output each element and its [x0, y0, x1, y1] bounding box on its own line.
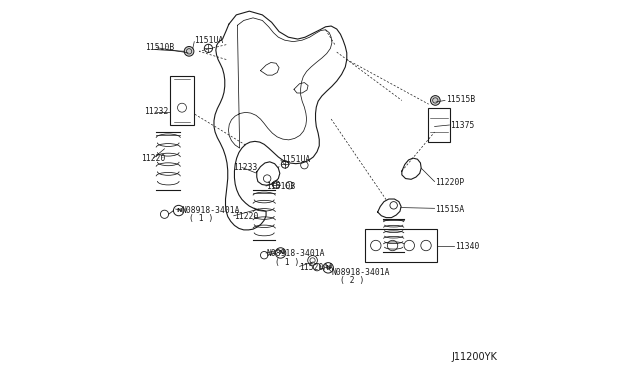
- Text: ( 1 ): ( 1 ): [189, 214, 213, 223]
- Text: 11515A: 11515A: [435, 205, 465, 214]
- Circle shape: [184, 46, 194, 56]
- Text: 11515B: 11515B: [445, 95, 475, 104]
- Text: N08918-3401A: N08918-3401A: [331, 268, 390, 277]
- Text: N: N: [176, 208, 181, 213]
- Bar: [428, 108, 450, 142]
- Text: 11520AA: 11520AA: [300, 263, 333, 272]
- Text: ( 2 ): ( 2 ): [340, 276, 365, 285]
- Text: 11340: 11340: [454, 242, 479, 251]
- Text: N08918-3401A: N08918-3401A: [266, 249, 324, 258]
- Text: J11200YK: J11200YK: [452, 352, 498, 362]
- Text: 11220P: 11220P: [435, 178, 465, 187]
- Text: 11220: 11220: [234, 212, 258, 221]
- Bar: [365, 229, 437, 262]
- Text: 11510B: 11510B: [266, 182, 295, 191]
- Text: 11220: 11220: [141, 154, 165, 163]
- Text: 11233: 11233: [232, 163, 257, 172]
- Text: N: N: [278, 250, 284, 256]
- Text: 1151UA: 1151UA: [195, 36, 223, 45]
- Bar: [170, 76, 193, 125]
- Text: 11510B: 11510B: [145, 43, 175, 52]
- Text: ( 1 ): ( 1 ): [275, 258, 299, 267]
- Text: 1151UA: 1151UA: [281, 155, 310, 164]
- Text: 11232: 11232: [145, 107, 169, 116]
- Circle shape: [431, 96, 440, 105]
- Text: 11375: 11375: [450, 121, 475, 130]
- Text: N08918-3401A: N08918-3401A: [182, 206, 240, 215]
- Text: N: N: [326, 265, 331, 270]
